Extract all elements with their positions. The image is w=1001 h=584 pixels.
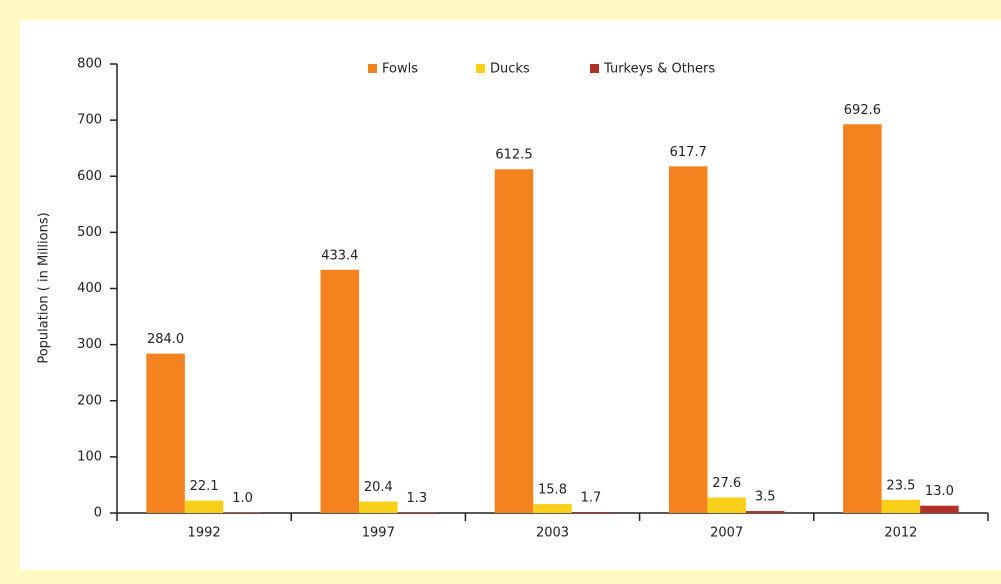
- y-tick-label: 600: [77, 169, 102, 184]
- legend-swatch: [590, 64, 599, 73]
- bar: [494, 169, 534, 513]
- bar: [843, 124, 882, 513]
- bar: [146, 353, 185, 513]
- x-tick-label: 2007: [710, 526, 743, 541]
- legend-label: Fowls: [382, 62, 418, 77]
- y-tick-label: 400: [77, 281, 102, 296]
- y-tick-label: 800: [77, 57, 102, 72]
- data-label: 23.5: [886, 478, 915, 493]
- bar: [920, 505, 959, 513]
- y-tick-label: 100: [77, 449, 102, 464]
- bar: [533, 504, 572, 513]
- x-tick-label: 1992: [188, 526, 221, 541]
- bar: [320, 269, 360, 513]
- y-tick-label: 300: [77, 337, 102, 352]
- bar: [184, 500, 224, 513]
- x-tick-label: 2012: [884, 526, 917, 541]
- y-tick-label: 200: [77, 393, 102, 408]
- bar: [397, 512, 437, 513]
- bar: [571, 512, 611, 513]
- x-tick-label: 2003: [536, 526, 569, 541]
- legend-label: Turkeys & Others: [603, 62, 715, 77]
- data-label: 1.0: [232, 491, 253, 506]
- data-label: 3.5: [755, 490, 776, 505]
- data-label: 15.8: [538, 483, 567, 498]
- data-label: 22.1: [190, 479, 219, 494]
- data-label: 20.4: [364, 480, 393, 495]
- data-label: 1.7: [581, 491, 602, 506]
- legend-label: Ducks: [490, 62, 530, 77]
- legend-swatch: [368, 64, 377, 73]
- bar: [881, 499, 921, 513]
- bar: [707, 497, 746, 513]
- data-label: 433.4: [321, 248, 358, 263]
- bar: [668, 166, 708, 514]
- y-tick-label: 500: [77, 225, 102, 240]
- data-label: 13.0: [925, 484, 954, 499]
- bar: [223, 512, 262, 513]
- x-tick-label: 1997: [362, 526, 395, 541]
- data-label: 27.6: [712, 476, 741, 491]
- y-axis-label: Population ( in Millions): [37, 212, 52, 363]
- data-label: 617.7: [670, 145, 707, 160]
- data-label: 1.3: [406, 491, 427, 506]
- data-label: 284.0: [147, 332, 184, 347]
- data-label: 692.6: [844, 103, 881, 118]
- y-tick-label: 0: [94, 506, 102, 521]
- y-tick-label: 700: [77, 113, 102, 128]
- bar: [745, 511, 785, 513]
- data-label: 612.5: [495, 148, 532, 163]
- bar: [359, 501, 398, 513]
- legend-swatch: [476, 64, 485, 73]
